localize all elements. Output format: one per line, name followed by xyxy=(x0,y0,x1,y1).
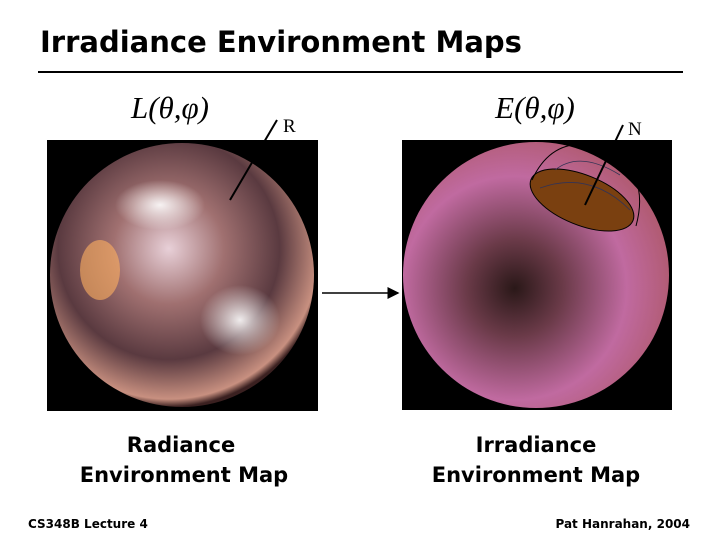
hemisphere-base xyxy=(529,168,635,232)
caption: Environment Map xyxy=(432,463,640,487)
highlight xyxy=(115,180,205,230)
caption: Environment Map xyxy=(80,463,288,487)
footer-left: CS348B Lecture 4 xyxy=(28,517,148,531)
vector-label: R xyxy=(283,116,296,137)
hemisphere-rays xyxy=(539,160,631,211)
vector xyxy=(229,119,278,201)
caption: Radiance xyxy=(127,433,235,457)
title: Irradiance Environment Maps xyxy=(40,25,522,59)
highlight xyxy=(80,240,120,300)
footer-right: Pat Hanrahan, 2004 xyxy=(555,517,690,531)
formula: L(θ,φ) xyxy=(130,90,209,125)
vector-label: N xyxy=(628,119,642,140)
normal xyxy=(584,124,624,206)
hemisphere-dome xyxy=(531,143,641,227)
highlight xyxy=(200,285,280,355)
formula: E(θ,φ) xyxy=(494,90,575,125)
caption: Irradiance xyxy=(476,433,597,457)
